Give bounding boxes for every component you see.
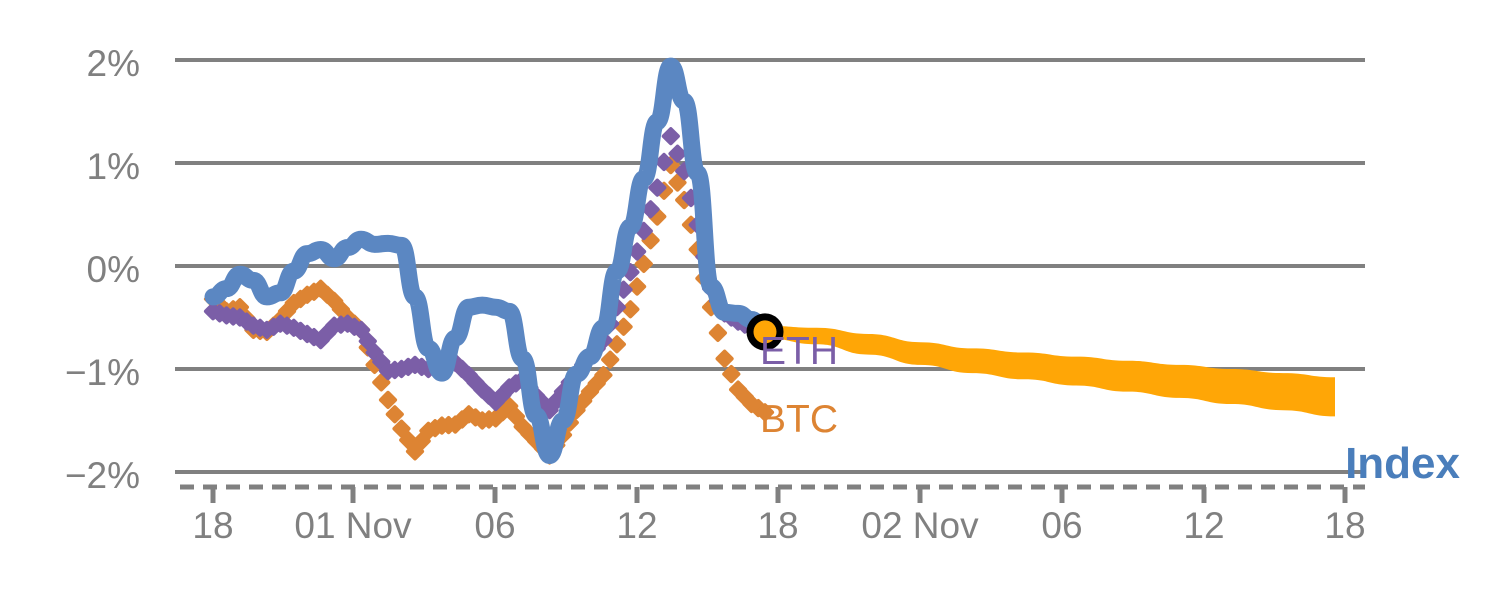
data-point xyxy=(722,365,741,384)
data-point xyxy=(614,317,633,336)
forecast-band xyxy=(765,325,1335,417)
data-point xyxy=(621,300,640,319)
data-point xyxy=(668,144,687,163)
data-point xyxy=(378,390,398,409)
series-label-btc: BTC xyxy=(760,398,838,441)
x-axis-ticks xyxy=(210,487,1348,503)
data-point xyxy=(755,403,775,422)
x-tick-label: 02 Nov xyxy=(861,505,979,546)
data-point xyxy=(641,200,660,219)
series-layer xyxy=(203,57,1335,465)
y-tick-label: 0% xyxy=(87,249,140,290)
x-axis-tick-labels: 18 01 Nov 06 12 18 02 Nov 06 12 18 xyxy=(192,505,1365,546)
y-tick-label: −2% xyxy=(65,455,140,496)
y-axis-tick-labels: 2% 1% 0% −1% −2% xyxy=(65,43,140,496)
x-tick-label: 06 xyxy=(1041,505,1082,546)
y-tick-label: 1% xyxy=(87,146,140,187)
x-tick-label: 12 xyxy=(616,505,657,546)
data-point xyxy=(601,350,620,369)
data-point xyxy=(708,323,727,342)
y-tick-label: 2% xyxy=(87,43,140,84)
forecast-start-marker[interactable] xyxy=(746,313,784,351)
data-point xyxy=(634,254,653,273)
x-tick-label: 06 xyxy=(474,505,515,546)
x-tick-label: 12 xyxy=(1183,505,1224,546)
x-tick-label: 18 xyxy=(1324,505,1365,546)
x-tick-label: 18 xyxy=(757,505,798,546)
data-point xyxy=(628,242,647,261)
series-label-eth: ETH xyxy=(760,330,838,373)
x-tick-label: 18 xyxy=(192,505,233,546)
series-index xyxy=(204,57,774,465)
data-point xyxy=(594,366,613,385)
data-point xyxy=(385,405,404,424)
y-tick-label: −1% xyxy=(65,352,140,393)
data-point xyxy=(661,127,680,146)
data-point xyxy=(654,152,674,172)
data-point xyxy=(715,349,734,368)
series-label-index: Index xyxy=(1345,439,1460,488)
data-point xyxy=(648,178,667,197)
x-tick-label: 01 Nov xyxy=(294,505,412,546)
data-point xyxy=(628,277,647,296)
